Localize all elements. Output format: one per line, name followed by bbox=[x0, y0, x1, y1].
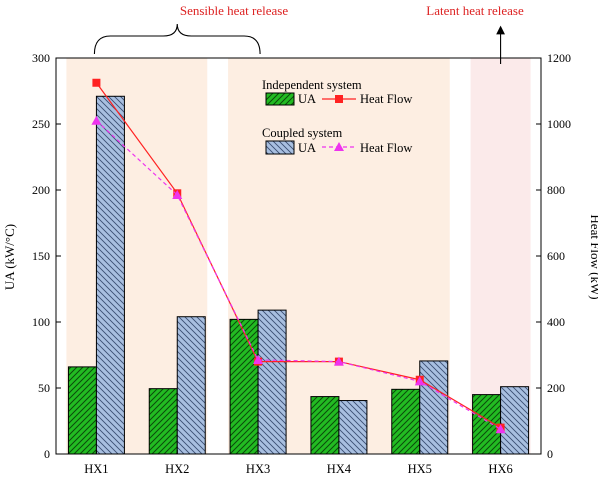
legend: Independent system UA Heat Flow Coupled … bbox=[262, 78, 412, 155]
x-tick-label-hx1: HX1 bbox=[84, 462, 108, 476]
line-independent-heat-flow bbox=[95, 82, 501, 429]
legend-label-coupled-ua: UA bbox=[298, 141, 316, 155]
bar-coupled-hx6 bbox=[500, 386, 530, 455]
point-independent-hx1 bbox=[92, 78, 101, 87]
x-tick-label-hx2: HX2 bbox=[165, 462, 189, 476]
bar-independent-hx3 bbox=[229, 318, 259, 455]
bar-coupled-hx3 bbox=[257, 309, 287, 455]
y-axis-label-left: UA (kW/°C) bbox=[2, 224, 17, 290]
x-tick-label-hx4: HX4 bbox=[327, 462, 352, 476]
y-tick-label-right-400: 400 bbox=[547, 315, 565, 329]
bars bbox=[67, 95, 530, 455]
y-tick-label-right-0: 0 bbox=[547, 447, 553, 461]
bar-independent-hx2 bbox=[148, 388, 178, 455]
bar-independent-hx1 bbox=[67, 366, 97, 455]
y-tick-label-right-1200: 1200 bbox=[547, 51, 571, 65]
y-tick-label-right-200: 200 bbox=[547, 381, 565, 395]
bar-independent-hx6 bbox=[472, 394, 502, 455]
y-tick-label-left-0: 0 bbox=[44, 447, 50, 461]
legend-marker-triangle bbox=[334, 142, 344, 151]
point-coupled-hx6 bbox=[495, 424, 506, 434]
point-coupled-hx2 bbox=[172, 189, 183, 199]
y-tick-label-left-200: 200 bbox=[32, 183, 50, 197]
y-tick-label-left-100: 100 bbox=[32, 315, 50, 329]
heat-flow-lines bbox=[91, 78, 506, 434]
legend-title-independent: Independent system bbox=[262, 78, 362, 92]
highlight-regions bbox=[66, 58, 531, 454]
legend-marker-square bbox=[335, 95, 343, 103]
y-tick-label-left-50: 50 bbox=[38, 381, 50, 395]
bar-coupled-hx2 bbox=[176, 316, 206, 455]
y-tick-label-right-600: 600 bbox=[547, 249, 565, 263]
y-tick-label-left-150: 150 bbox=[32, 249, 50, 263]
bar-coupled-hx4 bbox=[338, 400, 368, 455]
x-tick-label-hx5: HX5 bbox=[408, 462, 432, 476]
legend-label-independent-ua: UA bbox=[298, 92, 316, 106]
sensible-heat-release-label: Sensible heat release bbox=[180, 3, 289, 18]
y-axis-label-right: Heat Flow (kW) bbox=[588, 214, 598, 299]
y-tick-label-left-300: 300 bbox=[32, 51, 50, 65]
point-coupled-hx1 bbox=[91, 115, 102, 125]
x-tick-label-hx6: HX6 bbox=[488, 462, 512, 476]
y-tick-label-right-1000: 1000 bbox=[547, 117, 571, 131]
point-coupled-hx5 bbox=[414, 376, 425, 386]
latent-heat-release-label: Latent heat release bbox=[426, 3, 524, 18]
line-coupled-heat-flow bbox=[96, 120, 501, 430]
bar-coupled-hx5 bbox=[419, 360, 449, 455]
annotations bbox=[93, 23, 505, 64]
point-coupled-hx3 bbox=[253, 354, 264, 364]
legend-title-coupled: Coupled system bbox=[262, 126, 342, 140]
legend-label-independent-heat-flow: Heat Flow bbox=[360, 92, 412, 106]
legend-swatch-coupled-ua bbox=[265, 140, 295, 155]
point-coupled-hx4 bbox=[333, 356, 344, 366]
y-tick-label-left-250: 250 bbox=[32, 117, 50, 131]
bar-coupled-hx1 bbox=[95, 95, 125, 455]
y-tick-label-right-800: 800 bbox=[547, 183, 565, 197]
x-tick-label-hx3: HX3 bbox=[246, 462, 270, 476]
bar-independent-hx4 bbox=[310, 396, 340, 455]
sensible-brace bbox=[93, 23, 261, 55]
legend-swatch-independent-ua bbox=[265, 92, 295, 106]
bar-independent-hx5 bbox=[391, 388, 421, 455]
axes: 0 50 100 150 200 250 300 0 200 400 600 800 1000 1200 H… bbox=[32, 51, 571, 476]
legend-label-coupled-heat-flow: Heat Flow bbox=[360, 141, 412, 155]
